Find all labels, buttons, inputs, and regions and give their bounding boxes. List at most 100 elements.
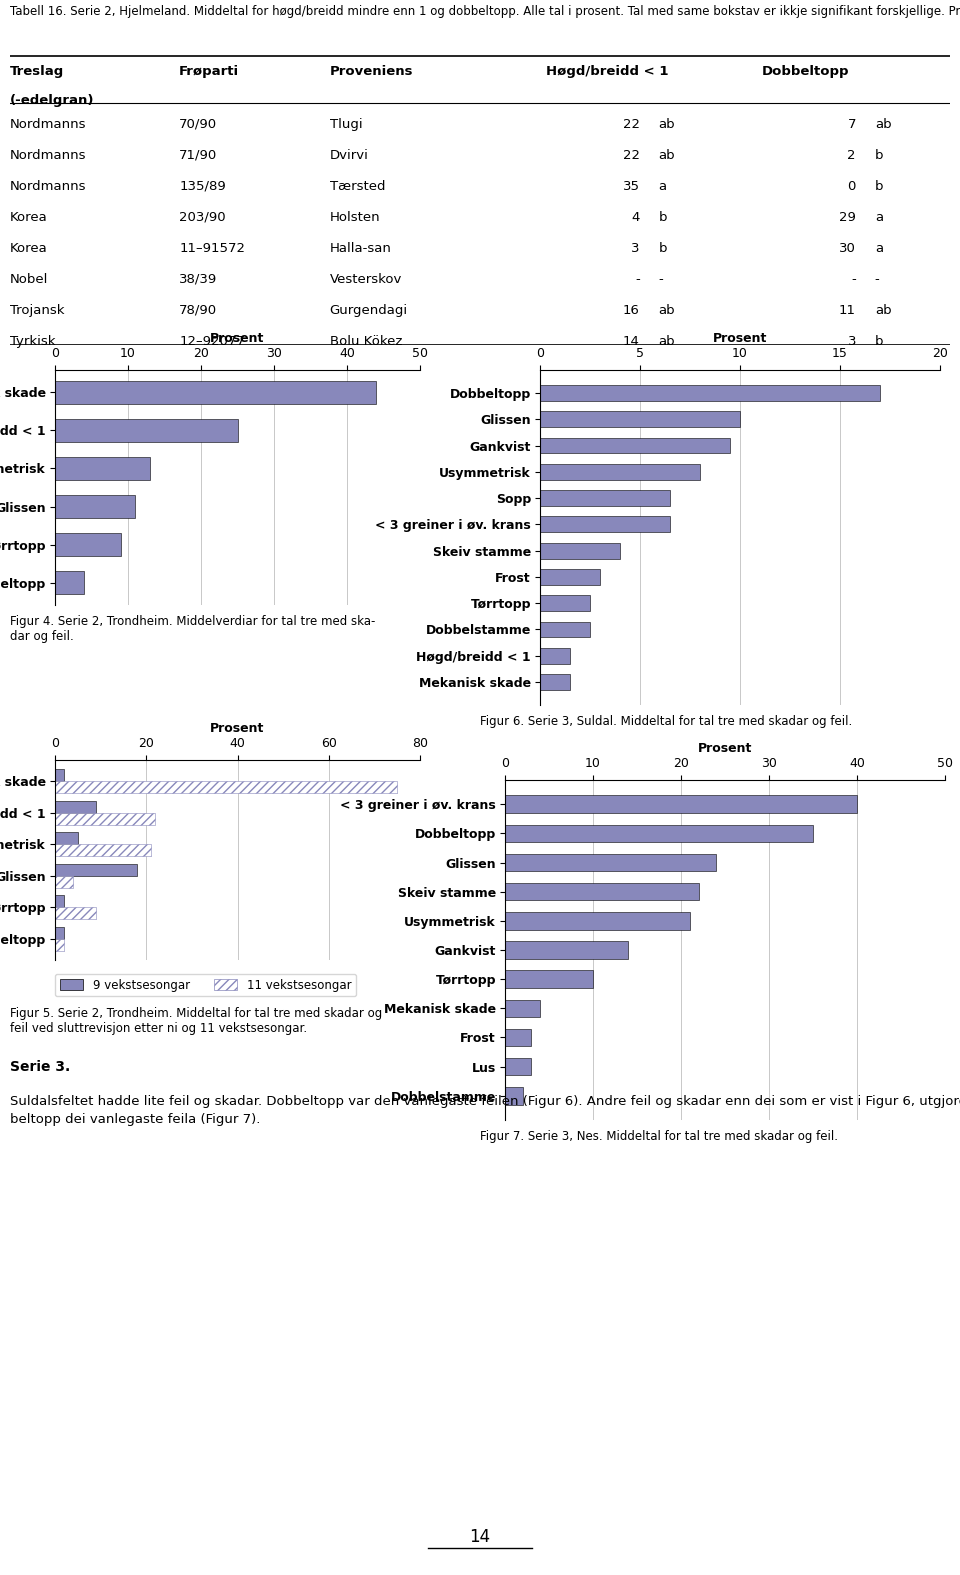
Text: 14: 14 — [469, 1528, 491, 1547]
Bar — [505, 1058, 532, 1076]
Text: Tærsted: Tærsted — [329, 180, 385, 192]
Text: 12–92077: 12–92077 — [180, 334, 245, 348]
Text: Dvirvi: Dvirvi — [329, 148, 369, 162]
Bar — [55, 800, 96, 813]
Text: Dobbeltopp: Dobbeltopp — [762, 65, 850, 77]
Text: 11–91572: 11–91572 — [180, 241, 245, 255]
Bar — [505, 1000, 540, 1017]
Bar — [55, 572, 84, 594]
Text: 22: 22 — [623, 148, 639, 162]
Text: Trojansk: Trojansk — [10, 304, 64, 317]
Text: ab: ab — [659, 148, 675, 162]
Bar — [540, 647, 570, 663]
Bar — [55, 769, 64, 781]
Text: 70/90: 70/90 — [180, 118, 217, 131]
Bar — [55, 781, 397, 794]
Text: a: a — [875, 211, 883, 224]
Text: 14: 14 — [623, 334, 639, 348]
Text: -: - — [875, 272, 879, 285]
Bar — [505, 912, 690, 929]
Bar — [505, 825, 813, 843]
Legend: 9 vekstsesongar, 11 vekstsesongar: 9 vekstsesongar, 11 vekstsesongar — [55, 973, 356, 997]
Bar — [55, 863, 137, 876]
Text: Vesterskov: Vesterskov — [329, 272, 402, 285]
Bar — [505, 854, 716, 871]
Text: ab: ab — [659, 118, 675, 131]
Text: Suldalsfeltet hadde lite feil og skadar. Dobbeltopp var den vanlegaste feilen (F: Suldalsfeltet hadde lite feil og skadar.… — [10, 1095, 960, 1126]
Bar — [55, 907, 96, 920]
Text: Serie 3.: Serie 3. — [10, 1060, 70, 1074]
Bar — [540, 411, 740, 427]
Text: Tlugi: Tlugi — [329, 118, 362, 131]
Bar — [540, 569, 600, 584]
Bar — [55, 876, 73, 888]
Bar — [540, 622, 590, 638]
Bar — [540, 543, 620, 559]
Text: Figur 4. Serie 2, Trondheim. Middelverdiar for tal tre med ska-
dar og feil.: Figur 4. Serie 2, Trondheim. Middelverdi… — [10, 614, 375, 643]
Text: 4: 4 — [632, 211, 639, 224]
Bar — [540, 438, 730, 454]
Bar — [505, 1087, 522, 1104]
Text: b: b — [659, 241, 667, 255]
Text: 35: 35 — [623, 180, 639, 192]
Text: -: - — [659, 272, 663, 285]
Text: Gurgendagi: Gurgendagi — [329, 304, 408, 317]
Text: Frøparti: Frøparti — [180, 65, 239, 77]
Text: Holsten: Holsten — [329, 211, 380, 224]
Bar — [540, 386, 880, 402]
X-axis label: Prosent: Prosent — [698, 742, 753, 754]
Text: 3: 3 — [848, 334, 856, 348]
Text: a: a — [659, 180, 667, 192]
Bar — [55, 832, 78, 844]
Text: ab: ab — [875, 118, 892, 131]
Text: 135/89: 135/89 — [180, 180, 226, 192]
Bar — [55, 813, 156, 825]
Text: Bolu Kökez: Bolu Kökez — [329, 334, 402, 348]
Text: 0: 0 — [848, 180, 856, 192]
Text: Figur 7. Serie 3, Nes. Middeltal for tal tre med skadar og feil.: Figur 7. Serie 3, Nes. Middeltal for tal… — [480, 1129, 838, 1143]
Bar — [540, 465, 700, 480]
Text: Nobel: Nobel — [10, 272, 48, 285]
Text: b: b — [875, 148, 883, 162]
Bar — [55, 928, 64, 939]
Bar — [55, 495, 135, 518]
Text: 11: 11 — [839, 304, 856, 317]
Text: Korea: Korea — [10, 211, 48, 224]
Text: 22: 22 — [623, 118, 639, 131]
Text: ab: ab — [659, 304, 675, 317]
Bar — [505, 1028, 532, 1046]
Text: Halla-san: Halla-san — [329, 241, 392, 255]
Bar — [540, 517, 670, 532]
Bar — [540, 595, 590, 611]
Text: 71/90: 71/90 — [180, 148, 218, 162]
Text: Tabell 16. Serie 2, Hjelmeland. Middeltal for høgd/breidd mindre enn 1 og dobbel: Tabell 16. Serie 2, Hjelmeland. Middelta… — [10, 5, 960, 17]
Bar — [505, 795, 857, 813]
Text: Korea: Korea — [10, 241, 48, 255]
Bar — [55, 457, 150, 480]
Bar — [540, 674, 570, 690]
Bar — [55, 939, 64, 951]
Text: b: b — [875, 180, 883, 192]
Text: ab: ab — [659, 334, 675, 348]
X-axis label: Prosent: Prosent — [210, 721, 265, 734]
Text: Nordmanns: Nordmanns — [10, 148, 86, 162]
Text: -: - — [636, 272, 639, 285]
Text: 38/39: 38/39 — [180, 272, 218, 285]
Bar — [55, 381, 376, 403]
Text: Tyrkisk: Tyrkisk — [10, 334, 56, 348]
Bar — [55, 534, 121, 556]
Text: 16: 16 — [623, 304, 639, 317]
Text: Figur 5. Serie 2, Trondheim. Middeltal for tal tre med skadar og
feil ved sluttr: Figur 5. Serie 2, Trondheim. Middeltal f… — [10, 1006, 382, 1035]
Text: 2: 2 — [848, 148, 856, 162]
Bar — [540, 490, 670, 506]
Text: b: b — [659, 211, 667, 224]
Bar — [505, 884, 699, 901]
Text: 30: 30 — [839, 241, 856, 255]
Text: (-edelgran): (-edelgran) — [10, 94, 94, 107]
Text: 29: 29 — [839, 211, 856, 224]
Text: b: b — [875, 334, 883, 348]
Bar — [505, 970, 593, 988]
Text: ab: ab — [875, 304, 892, 317]
Bar — [55, 895, 64, 907]
Text: 7: 7 — [848, 118, 856, 131]
